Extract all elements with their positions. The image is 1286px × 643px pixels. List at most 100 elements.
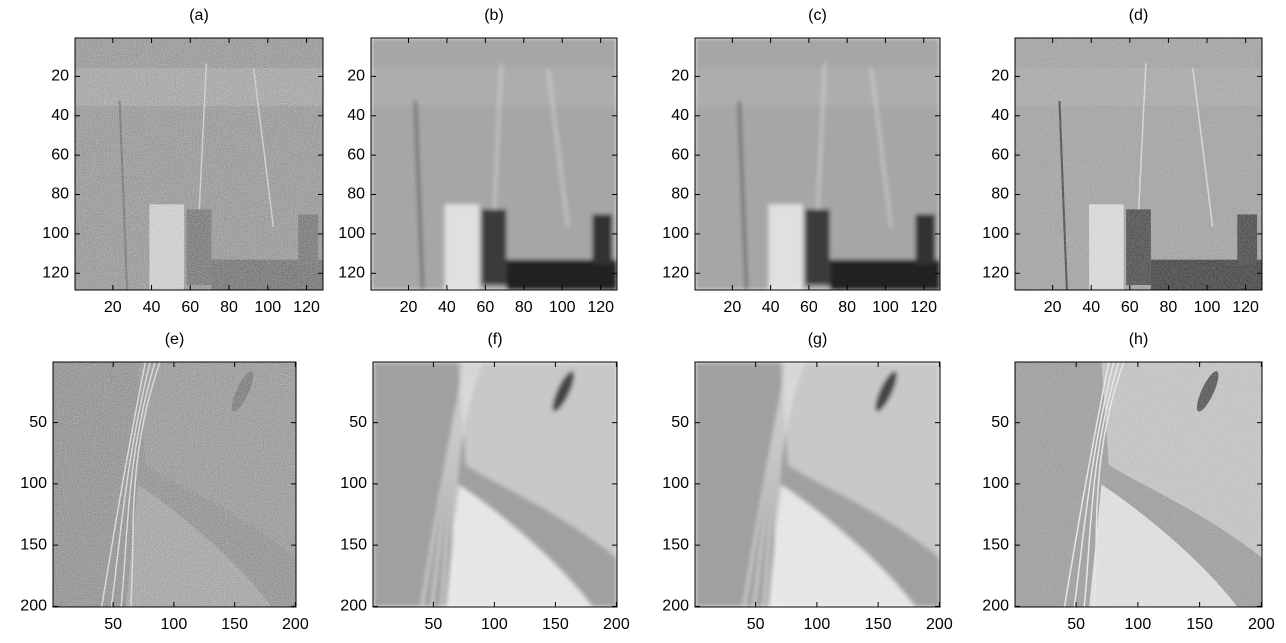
image-shapes — [75, 38, 323, 290]
y-tick-label: 200 — [662, 598, 689, 615]
panel-title: (e) — [165, 331, 185, 348]
sky-band — [1015, 68, 1262, 106]
y-tick-label: 40 — [671, 107, 689, 124]
image-shapes — [371, 38, 617, 290]
y-tick-label: 150 — [982, 536, 1009, 553]
y-tick-label: 50 — [349, 414, 367, 431]
y-tick-label: 60 — [671, 146, 689, 163]
y-tick-label: 60 — [51, 146, 69, 163]
x-tick-label: 20 — [723, 299, 741, 316]
tree — [916, 214, 936, 264]
y-tick-label: 200 — [20, 598, 47, 615]
building — [149, 204, 184, 290]
x-tick-label: 80 — [838, 299, 856, 316]
y-tick-label: 20 — [991, 68, 1009, 85]
sky-band — [371, 68, 617, 106]
y-tick-label: 80 — [347, 186, 365, 203]
image-content — [695, 38, 940, 290]
image-content — [1015, 38, 1262, 290]
x-tick-label: 100 — [481, 616, 508, 633]
x-tick-label: 100 — [872, 299, 899, 316]
x-tick-label: 80 — [515, 299, 533, 316]
y-tick-label: 40 — [991, 107, 1009, 124]
x-tick-label: 100 — [161, 616, 188, 633]
building-dark — [1126, 209, 1151, 285]
y-tick-label: 100 — [338, 225, 365, 242]
tree — [298, 214, 318, 264]
y-tick-label: 120 — [338, 264, 365, 281]
x-tick-label: 50 — [104, 616, 122, 633]
y-tick-label: 150 — [662, 536, 689, 553]
x-tick-label: 150 — [865, 616, 892, 633]
x-tick-label: 120 — [910, 299, 937, 316]
y-tick-label: 40 — [51, 107, 69, 124]
x-tick-label: 120 — [587, 299, 614, 316]
x-tick-label: 20 — [400, 299, 418, 316]
x-tick-label: 200 — [282, 616, 309, 633]
x-tick-label: 100 — [1125, 616, 1152, 633]
x-tick-label: 200 — [1248, 616, 1275, 633]
building-dark — [805, 209, 830, 285]
x-tick-label: 50 — [424, 616, 442, 633]
y-tick-label: 120 — [42, 264, 69, 281]
y-tick-label: 100 — [20, 475, 47, 492]
panel-title: (c) — [808, 7, 827, 24]
building — [769, 204, 803, 290]
x-tick-label: 80 — [220, 299, 238, 316]
image-shapes — [373, 362, 617, 607]
image — [1015, 38, 1262, 290]
image — [53, 362, 296, 607]
panel-title: (d) — [1129, 7, 1149, 24]
y-tick-label: 50 — [29, 414, 47, 431]
y-tick-label: 120 — [982, 264, 1009, 281]
image — [373, 362, 617, 607]
y-tick-label: 100 — [42, 225, 69, 242]
y-tick-label: 100 — [982, 475, 1009, 492]
image-shapes — [695, 38, 940, 290]
x-tick-label: 60 — [1121, 299, 1139, 316]
y-tick-label: 50 — [671, 414, 689, 431]
panel-title: (b) — [484, 7, 504, 24]
x-tick-label: 60 — [800, 299, 818, 316]
image — [695, 362, 940, 607]
y-tick-label: 80 — [991, 186, 1009, 203]
y-tick-label: 100 — [982, 225, 1009, 242]
y-tick-label: 60 — [347, 146, 365, 163]
image — [75, 38, 323, 290]
panel: (b)2040608010012020406080100120 — [338, 7, 617, 316]
x-tick-label: 200 — [926, 616, 953, 633]
image-content — [75, 38, 323, 290]
y-tick-label: 20 — [51, 68, 69, 85]
y-tick-label: 100 — [662, 475, 689, 492]
panel-title: (a) — [189, 7, 209, 24]
y-tick-label: 100 — [340, 475, 367, 492]
x-tick-label: 150 — [542, 616, 569, 633]
image-shapes — [695, 362, 940, 607]
panel-title: (h) — [1129, 331, 1149, 348]
panel-title: (f) — [487, 331, 502, 348]
x-tick-label: 100 — [254, 299, 281, 316]
tree — [592, 214, 612, 264]
x-tick-label: 80 — [1160, 299, 1178, 316]
x-tick-label: 100 — [804, 616, 831, 633]
x-tick-label: 100 — [549, 299, 576, 316]
x-tick-label: 40 — [143, 299, 161, 316]
y-tick-label: 80 — [51, 186, 69, 203]
building-dark — [187, 209, 212, 285]
y-tick-label: 150 — [340, 536, 367, 553]
image-content — [373, 362, 617, 607]
y-tick-label: 20 — [347, 68, 365, 85]
building-dark — [482, 209, 507, 285]
y-tick-label: 200 — [982, 598, 1009, 615]
image-shapes — [53, 362, 296, 607]
image-shapes — [1015, 362, 1262, 607]
x-tick-label: 20 — [104, 299, 122, 316]
image-content — [695, 362, 940, 607]
y-tick-label: 50 — [991, 414, 1009, 431]
y-tick-label: 120 — [662, 264, 689, 281]
image-content — [371, 38, 617, 290]
